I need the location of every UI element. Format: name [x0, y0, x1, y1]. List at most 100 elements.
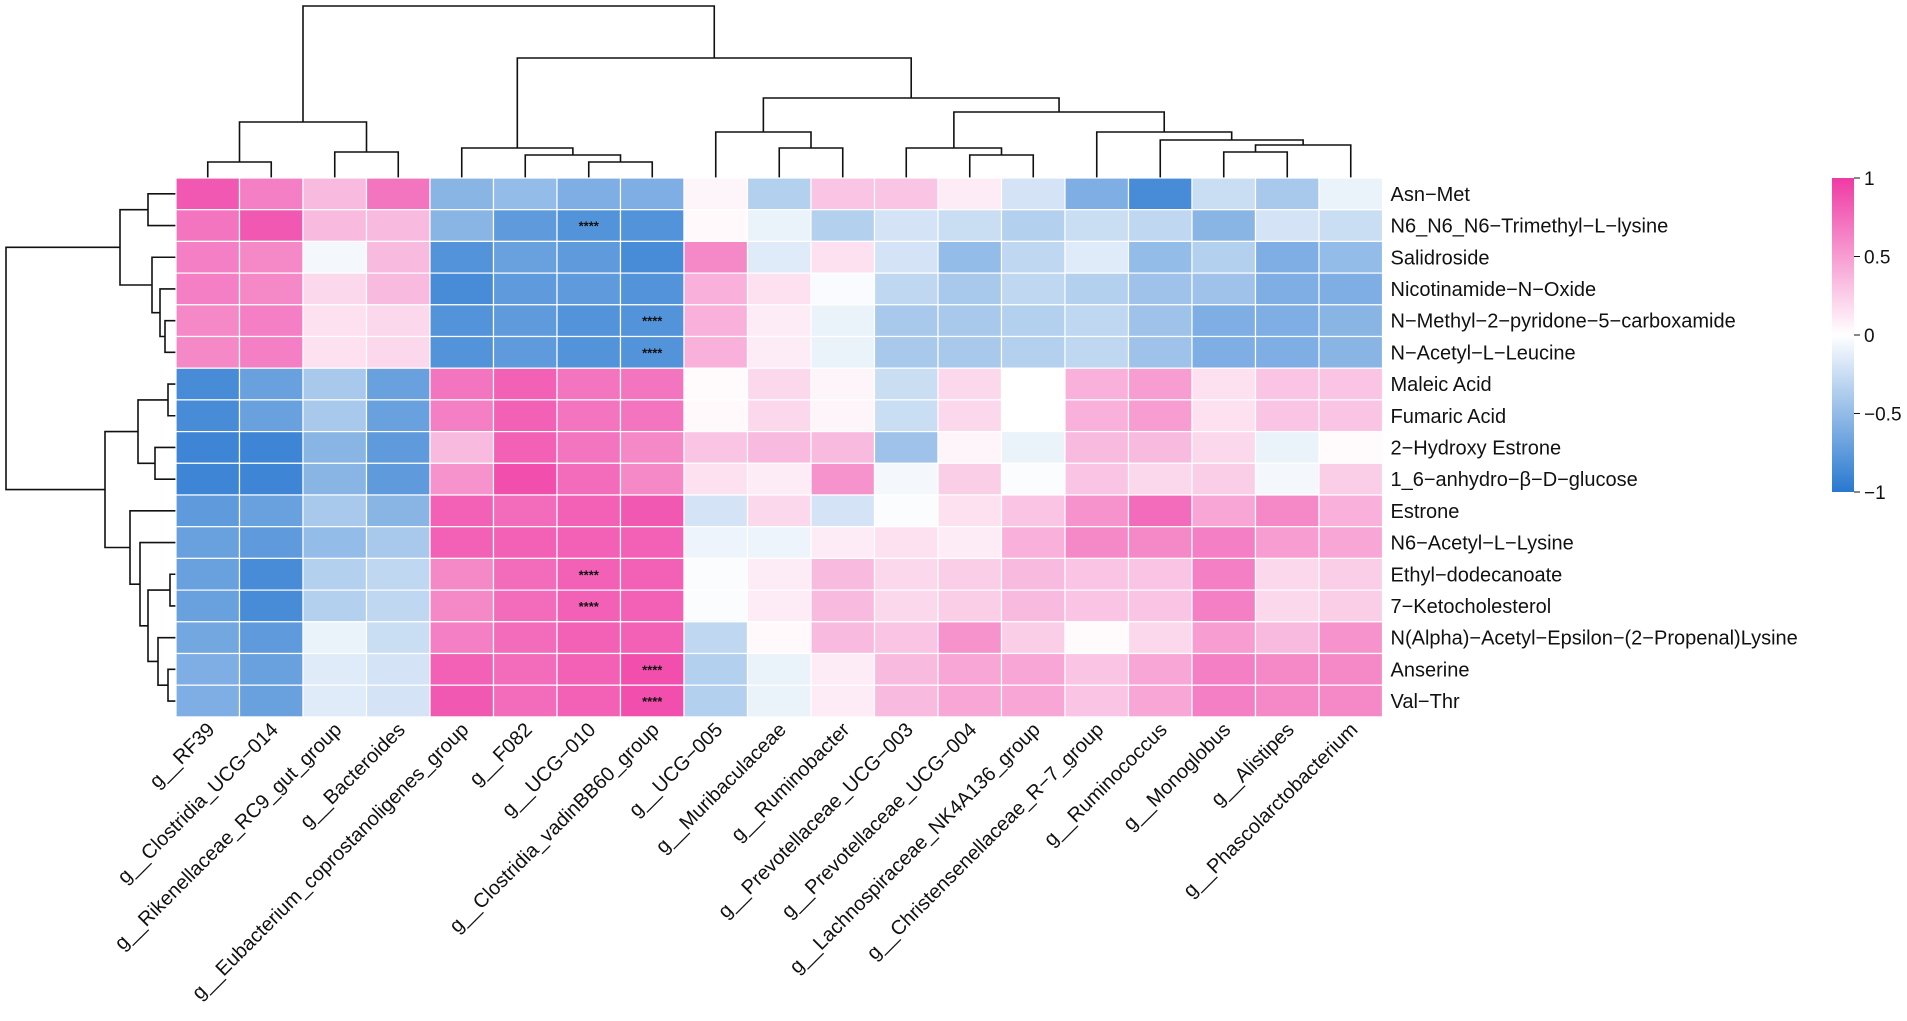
heatmap-cell [873, 557, 939, 591]
heatmap-cell [873, 240, 939, 274]
heatmap-cell [492, 304, 558, 338]
heatmap-cell [302, 240, 368, 274]
heatmap-cell [937, 621, 1003, 655]
heatmap-cell [1254, 272, 1320, 306]
heatmap-cell [1254, 652, 1320, 686]
heatmap-cell [429, 621, 495, 655]
heatmap-cell [810, 684, 876, 718]
heatmap-cell [1191, 589, 1257, 623]
heatmap-cell [1191, 272, 1257, 306]
heatmap-cell [873, 304, 939, 338]
heatmap-cell [1254, 589, 1320, 623]
heatmap-cell [429, 335, 495, 369]
heatmap-cell [746, 557, 812, 591]
heatmap-cell [492, 335, 558, 369]
heatmap-cell [683, 431, 749, 464]
heatmap-cell [746, 589, 812, 623]
heatmap-cell [937, 526, 1003, 560]
heatmap-cell [238, 494, 304, 528]
heatmap-cell [556, 240, 622, 274]
heatmap-cell [746, 272, 812, 306]
heatmap-cell [1254, 177, 1320, 211]
heatmap-cell [810, 621, 876, 655]
row-label: 1_6−anhydro−β−D−glucose [1391, 469, 1638, 491]
heatmap-cell [746, 462, 812, 496]
heatmap-cell [365, 557, 431, 591]
heatmap-cell [556, 272, 622, 306]
row-dendrogram [5, 193, 176, 702]
heatmap-cell [619, 462, 685, 496]
heatmap-cell [175, 240, 241, 274]
heatmap-cell [1064, 462, 1130, 496]
heatmap-cell [1000, 209, 1066, 242]
heatmap-cell [556, 399, 622, 433]
heatmap-cell [556, 367, 622, 401]
heatmap-cell [1064, 589, 1130, 623]
column-dendrogram-branch [333, 151, 400, 178]
column-dendrogram-branch [238, 121, 368, 162]
heatmap-cell [492, 431, 558, 464]
heatmap-cell [302, 209, 368, 242]
heatmap-cell [1318, 431, 1384, 464]
heatmap-cell [302, 557, 368, 591]
heatmap-cell [746, 399, 812, 433]
heatmap-cell [1127, 240, 1193, 274]
heatmap-cell [556, 684, 622, 718]
heatmap-cell [1191, 557, 1257, 591]
heatmap-cell [873, 177, 939, 211]
significance-marker: **** [579, 219, 600, 234]
heatmap-cell [873, 621, 939, 655]
color-legend: 1 0.5 0 −0.5 −1 [1832, 169, 1902, 504]
heatmap-cell [238, 177, 304, 211]
heatmap-cell [492, 494, 558, 528]
column-dendrogram-branch [762, 97, 1060, 132]
heatmap-cell [1254, 335, 1320, 369]
heatmap-cell [873, 684, 939, 718]
row-label: Asn−Met [1391, 184, 1471, 206]
heatmap-cell [1127, 684, 1193, 718]
heatmap-cell [1318, 209, 1384, 242]
heatmap-cell [1254, 526, 1320, 560]
heatmap-cell [873, 462, 939, 496]
legend-tick-label: −1 [1864, 483, 1886, 504]
column-dendrogram-branch [1254, 144, 1352, 178]
heatmap-cell [683, 494, 749, 528]
heatmap-cell [492, 209, 558, 242]
heatmap-cell [746, 335, 812, 369]
heatmap-cell [429, 684, 495, 718]
heatmap-cell [937, 272, 1003, 306]
heatmap-cell [1127, 557, 1193, 591]
heatmap-cell [937, 209, 1003, 242]
heatmap-cell [1064, 399, 1130, 433]
heatmap-cell [238, 240, 304, 274]
heatmap-cell [810, 272, 876, 306]
heatmap-cell [1127, 589, 1193, 623]
row-label: Anserine [1391, 659, 1470, 681]
heatmap-cell [1318, 335, 1384, 369]
heatmap-cell [1191, 240, 1257, 274]
heatmap-cell [556, 526, 622, 560]
heatmap-cell [365, 399, 431, 433]
heatmap-cell [1191, 209, 1257, 242]
column-label: g__Ruminococcus [1040, 719, 1172, 851]
heatmap-cell [1000, 304, 1066, 338]
column-label: g__Rikenellaceae_RC9_gut_group [111, 719, 347, 955]
heatmap-cell [429, 652, 495, 686]
heatmap-cell [365, 431, 431, 464]
row-label: Maleic Acid [1391, 374, 1492, 396]
heatmap-cell [238, 209, 304, 242]
heatmap-cell [556, 209, 622, 242]
heatmap-cell [175, 621, 241, 655]
legend-colorbar [1832, 178, 1854, 492]
heatmap-cell [810, 589, 876, 623]
legend-tick-label: −0.5 [1864, 405, 1902, 426]
heatmap-cell [810, 462, 876, 496]
column-dendrogram-branch [778, 147, 844, 178]
heatmap-cell [683, 621, 749, 655]
heatmap-cell [1127, 399, 1193, 433]
heatmap-cell [1000, 557, 1066, 591]
heatmap-cell [1064, 431, 1130, 464]
heatmap-cell [810, 304, 876, 338]
heatmap-cell [492, 272, 558, 306]
heatmap-cell [1127, 462, 1193, 496]
